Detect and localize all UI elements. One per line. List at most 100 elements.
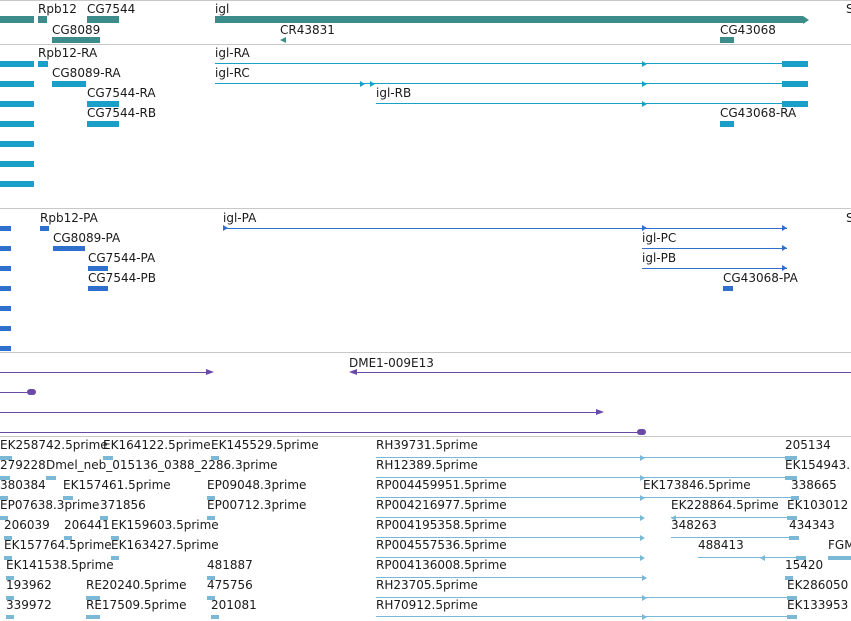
est-feature[interactable] xyxy=(111,556,119,560)
gene-feature[interactable] xyxy=(87,16,119,23)
est-feature[interactable] xyxy=(787,596,797,600)
est-label[interactable]: 348263 xyxy=(671,518,717,532)
est-label[interactable]: EK258742.5prime xyxy=(0,438,108,452)
est-feature[interactable] xyxy=(0,476,10,480)
est-label[interactable]: RE17509.5prime xyxy=(86,598,187,612)
est-label[interactable]: EK103012 xyxy=(787,498,849,512)
protein-label[interactable]: CG7544-PA xyxy=(88,251,156,265)
est-label[interactable]: 205134 xyxy=(785,438,831,452)
est-feature[interactable] xyxy=(0,456,12,460)
protein-label[interactable]: igl-PC xyxy=(642,231,677,245)
gene-label[interactable]: S xyxy=(846,2,851,16)
est-feature[interactable] xyxy=(211,615,219,619)
clone-label[interactable]: DME1-009E13 xyxy=(349,356,434,370)
est-label[interactable]: EK228864.5prime xyxy=(671,498,779,512)
est-label[interactable]: EK173846.5prime xyxy=(643,478,751,492)
gene-label[interactable]: CG7544 xyxy=(87,2,136,16)
gene-label[interactable]: CG43068 xyxy=(720,23,776,37)
protein-label[interactable]: igl-PB xyxy=(642,251,677,265)
est-label[interactable]: EK133953 xyxy=(787,598,849,612)
est-label[interactable]: Dmel_neb_015136_0388_2286.3prime xyxy=(46,458,278,472)
protein-feature[interactable] xyxy=(0,226,11,231)
transcript-feature[interactable] xyxy=(0,101,34,107)
transcript-feature[interactable] xyxy=(0,61,34,67)
est-feature[interactable] xyxy=(828,556,851,560)
est-label[interactable]: 488413 xyxy=(698,538,744,552)
transcript-feature[interactable] xyxy=(0,81,34,87)
est-feature[interactable] xyxy=(785,576,793,580)
est-feature[interactable] xyxy=(6,576,14,580)
transcript-feature[interactable] xyxy=(52,81,86,87)
est-label[interactable]: 193962 xyxy=(6,578,52,592)
est-label[interactable]: 201081 xyxy=(211,598,257,612)
est-label[interactable]: 206039 xyxy=(4,518,50,532)
gene-label[interactable]: igl xyxy=(215,2,230,16)
clone-feature[interactable] xyxy=(27,389,36,395)
est-feature[interactable] xyxy=(4,556,12,560)
est-label[interactable]: EK157764.5prime xyxy=(4,538,112,552)
est-label[interactable]: EK159603.5prime xyxy=(111,518,219,532)
gene-feature[interactable] xyxy=(0,16,34,23)
est-label[interactable]: 279228 xyxy=(0,458,46,472)
est-feature[interactable] xyxy=(6,596,14,600)
gene-feature[interactable] xyxy=(52,37,100,43)
protein-label[interactable]: CG43068-PA xyxy=(723,271,798,285)
transcript-label[interactable]: CG7544-RB xyxy=(87,106,157,120)
est-label[interactable]: EK163427.5prime xyxy=(111,538,219,552)
est-label[interactable]: 434343 xyxy=(789,518,835,532)
est-label[interactable]: RH39731.5prime xyxy=(376,438,478,452)
transcript-label[interactable]: CG7544-RA xyxy=(87,86,156,100)
est-feature[interactable] xyxy=(111,536,119,540)
transcript-feature[interactable] xyxy=(0,121,34,127)
transcript-feature[interactable] xyxy=(87,121,119,127)
est-label[interactable]: EK145529.5prime xyxy=(211,438,319,452)
est-label[interactable]: RP004557536.5prime xyxy=(376,538,507,552)
est-feature[interactable] xyxy=(211,456,219,460)
est-label[interactable]: 15420 xyxy=(785,558,824,572)
est-label[interactable]: RE20240.5prime xyxy=(86,578,187,592)
est-feature[interactable] xyxy=(4,536,12,540)
transcript-label[interactable]: CG8089-RA xyxy=(52,66,121,80)
est-label[interactable]: EK286050 xyxy=(787,578,849,592)
transcript-label[interactable]: Rpb12-RA xyxy=(38,46,98,60)
protein-feature[interactable] xyxy=(0,286,11,291)
protein-feature[interactable] xyxy=(0,246,11,251)
est-feature[interactable] xyxy=(787,516,797,520)
protein-feature[interactable] xyxy=(88,286,108,291)
est-label[interactable]: 475756 xyxy=(207,578,253,592)
transcript-feature[interactable] xyxy=(720,121,734,127)
transcript-label[interactable]: CG43068-RA xyxy=(720,106,797,120)
transcript-feature[interactable] xyxy=(0,141,34,147)
protein-label[interactable]: CG7544-PB xyxy=(88,271,157,285)
gene-label[interactable]: CG8089 xyxy=(52,23,101,37)
est-feature[interactable] xyxy=(207,516,215,520)
est-label[interactable]: RH23705.5prime xyxy=(376,578,478,592)
est-label[interactable]: 481887 xyxy=(207,558,253,572)
gene-label[interactable]: Rpb12 xyxy=(38,2,77,16)
est-label[interactable]: RP004216977.5prime xyxy=(376,498,507,512)
est-label[interactable]: EK157461.5prime xyxy=(63,478,171,492)
est-feature[interactable] xyxy=(103,456,113,460)
transcript-feature[interactable] xyxy=(87,101,119,107)
est-feature[interactable] xyxy=(0,496,8,500)
transcript-label[interactable]: igl-RC xyxy=(215,66,250,80)
gene-feature[interactable] xyxy=(720,37,734,43)
clone-feature[interactable] xyxy=(637,429,646,435)
est-label[interactable]: EK141538.5prime xyxy=(6,558,114,572)
est-feature[interactable] xyxy=(0,516,8,520)
est-feature[interactable] xyxy=(789,536,799,540)
transcript-feature[interactable] xyxy=(782,81,808,87)
protein-feature[interactable] xyxy=(53,246,85,251)
est-feature[interactable] xyxy=(86,596,100,600)
est-feature[interactable] xyxy=(785,456,797,460)
transcript-label[interactable]: igl-RB xyxy=(376,86,412,100)
transcript-feature[interactable] xyxy=(782,61,808,67)
gene-feature[interactable] xyxy=(215,16,803,23)
est-label[interactable]: 339972 xyxy=(6,598,52,612)
protein-feature[interactable] xyxy=(0,266,11,271)
est-label[interactable]: RH70912.5prime xyxy=(376,598,478,612)
est-feature[interactable] xyxy=(86,615,100,619)
gene-label[interactable]: CR43831 xyxy=(280,23,335,37)
protein-label[interactable]: igl-PA xyxy=(223,211,257,225)
transcript-label[interactable]: igl-RA xyxy=(215,46,250,60)
